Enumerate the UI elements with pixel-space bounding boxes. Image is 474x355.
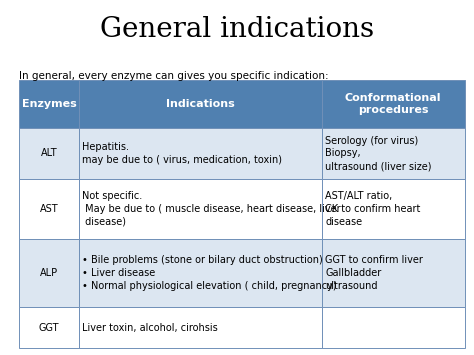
Bar [322,179,465,239]
Text: Indications: Indications [166,99,235,109]
Bar [322,80,465,128]
Text: GGT to confirm liver
Gallbladder
ultrasound: GGT to confirm liver Gallbladder ultraso… [325,255,423,291]
Text: AST: AST [40,204,58,214]
Bar [19,307,79,348]
Bar [322,128,465,179]
Text: ALP: ALP [40,268,58,278]
Text: General indications: General indications [100,16,374,43]
Bar [79,128,322,179]
Text: Liver toxin, alcohol, cirohsis: Liver toxin, alcohol, cirohsis [82,322,218,333]
Text: Hepatitis.
may be due to ( virus, medication, toxin): Hepatitis. may be due to ( virus, medica… [82,142,283,165]
Text: Conformational
procedures: Conformational procedures [345,93,441,115]
Text: AST/ALT ratio,
CK to confirm heart
disease: AST/ALT ratio, CK to confirm heart disea… [325,191,420,226]
Text: Serology (for virus)
Biopsy,
ultrasound (liver size): Serology (for virus) Biopsy, ultrasound … [325,136,432,171]
Bar [79,307,322,348]
Text: • Bile problems (stone or bilary duct obstruction)
• Liver disease
• Normal phys: • Bile problems (stone or bilary duct ob… [82,255,337,291]
Text: Not specific.
 May be due to ( muscle disease, heart disease, liver
 disease): Not specific. May be due to ( muscle dis… [82,191,341,226]
Bar [79,80,322,128]
Bar [19,179,79,239]
Text: Enzymes: Enzymes [22,99,76,109]
Text: ALT: ALT [41,148,57,158]
Bar [322,307,465,348]
Bar [19,128,79,179]
Bar [19,80,79,128]
Bar [79,179,322,239]
Bar [322,239,465,307]
Text: In general, every enzyme can gives you specific indication:: In general, every enzyme can gives you s… [19,71,328,81]
Bar [19,239,79,307]
Bar [79,239,322,307]
Text: GGT: GGT [39,322,59,333]
